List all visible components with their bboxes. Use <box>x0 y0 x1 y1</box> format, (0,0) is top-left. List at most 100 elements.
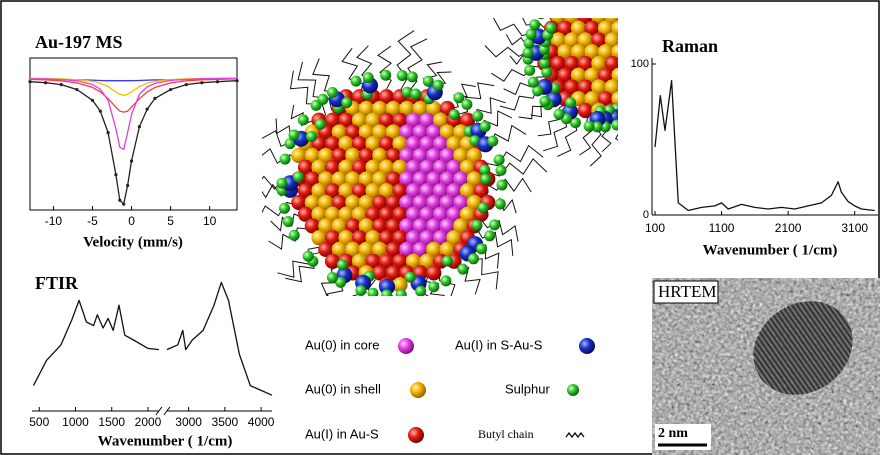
atom <box>442 256 453 267</box>
butyl-chain <box>651 82 678 102</box>
atom <box>410 89 421 100</box>
illustration-legend: Au(0) in core Au(I) in S-Au-S Au(0) in s… <box>305 337 595 443</box>
atom <box>565 97 576 108</box>
atom <box>298 114 309 125</box>
atom <box>645 79 660 94</box>
atom <box>480 121 491 132</box>
series-line <box>30 81 237 204</box>
atom <box>289 130 300 141</box>
legend-ball <box>410 382 426 398</box>
atom <box>634 0 650 15</box>
atom <box>611 0 626 12</box>
x-tick-label: 2000 <box>135 415 162 429</box>
butyl-chain <box>651 9 687 28</box>
atom <box>618 103 633 118</box>
atom <box>554 109 565 120</box>
chain-symbol <box>566 433 584 437</box>
atom <box>476 243 487 254</box>
atom <box>478 202 489 213</box>
atom <box>280 154 291 165</box>
atom <box>317 94 328 105</box>
chart: Au-197 MSVelocity (mm/s)-10-50510 <box>28 32 238 250</box>
figure: Au(0) in core Au(I) in S-Au-S Au(0) in s… <box>0 0 880 455</box>
atom <box>363 72 374 83</box>
atom <box>658 15 669 26</box>
chart-title: Raman <box>662 36 718 56</box>
atom <box>381 289 392 300</box>
x-tick-label: 3000 <box>175 415 202 429</box>
x-tick-label: 1500 <box>98 415 125 429</box>
butyl-chain <box>539 0 559 14</box>
atom <box>306 131 317 142</box>
atom <box>620 117 631 128</box>
atom <box>529 19 540 30</box>
atom <box>457 264 468 275</box>
butyl-chain <box>630 105 659 159</box>
atom <box>368 288 379 299</box>
data-point <box>118 199 121 202</box>
atom <box>618 9 633 24</box>
atom <box>645 74 656 85</box>
data-point <box>60 83 63 86</box>
atom <box>523 47 534 58</box>
legend-label: Au(0) in core <box>305 337 379 352</box>
atom <box>611 120 622 131</box>
data-point <box>75 88 78 91</box>
x-tick-label: 1000 <box>62 415 89 429</box>
x-tick-label: 4000 <box>248 415 275 429</box>
atom <box>461 99 472 110</box>
data-point <box>114 173 117 176</box>
atom <box>327 87 338 98</box>
atom <box>289 230 300 241</box>
scale-label: 2 nm <box>658 426 688 441</box>
series-line <box>30 78 237 149</box>
x-axis-label: Velocity (mm/s) <box>83 234 183 250</box>
atom <box>449 109 460 120</box>
data-point <box>91 99 94 102</box>
x-tick-label: 500 <box>29 415 49 429</box>
y-tick-label: 0 <box>643 209 649 221</box>
legend-ball <box>579 338 595 354</box>
legend-label: Au(I) in Au-S <box>305 426 379 441</box>
atom <box>618 32 633 47</box>
atom <box>638 21 653 36</box>
atom <box>648 16 664 32</box>
atom <box>397 70 408 81</box>
atom <box>584 121 595 132</box>
atom <box>642 20 653 31</box>
micrograph-title: HRTEM <box>658 282 716 301</box>
x-tick-label: -10 <box>45 214 63 228</box>
atom <box>496 165 507 176</box>
series-line <box>655 81 875 211</box>
atom <box>557 0 572 12</box>
chart-title: Au-197 MS <box>35 32 123 52</box>
data-point <box>126 184 129 187</box>
nanoparticle-illustration <box>242 0 715 331</box>
butyl-chain <box>658 56 716 68</box>
atom <box>433 80 444 91</box>
atom <box>631 111 642 122</box>
data-point <box>130 159 133 162</box>
atom <box>528 77 539 88</box>
data-point <box>107 131 110 134</box>
butyl-chain <box>654 22 684 35</box>
butyl-chain <box>654 76 703 101</box>
x-tick-label: 3500 <box>212 415 239 429</box>
data-point <box>99 109 102 112</box>
x-tick-label: -5 <box>87 214 98 228</box>
atom <box>489 219 500 230</box>
data-point <box>185 83 188 86</box>
atom <box>658 83 669 94</box>
atom <box>428 281 439 292</box>
legend-label: Sulphur <box>505 381 550 396</box>
data-point <box>200 81 203 84</box>
atom <box>645 32 660 47</box>
butyl-chain <box>269 228 307 249</box>
atom <box>472 220 483 231</box>
x-tick-label: 3100 <box>841 221 868 235</box>
atom <box>666 61 677 72</box>
chart-title: FTIR <box>35 273 79 293</box>
atom <box>440 275 451 286</box>
atom <box>618 79 633 94</box>
legend-ball <box>567 384 579 396</box>
